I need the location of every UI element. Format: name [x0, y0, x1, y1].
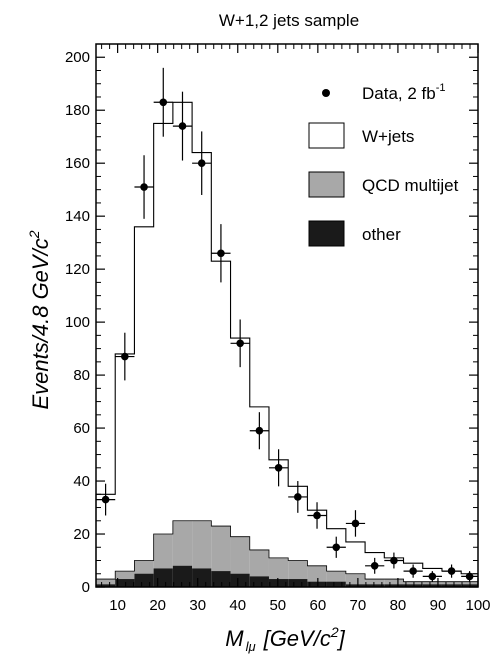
- y-tick-label: 100: [65, 314, 90, 331]
- bar-other: [345, 584, 366, 587]
- data-point: [159, 98, 168, 107]
- bar-other: [134, 573, 154, 587]
- bar-other: [153, 568, 173, 587]
- data-point: [428, 572, 437, 581]
- bar-other: [307, 581, 327, 587]
- bar-qcd: [345, 573, 366, 587]
- bar-qcd: [384, 579, 404, 587]
- x-axis-title-sub: lμ: [246, 639, 256, 654]
- data-point: [140, 183, 148, 191]
- x-tick-label: 50: [269, 597, 286, 614]
- bar-other: [96, 584, 116, 587]
- legend-swatch-other: [308, 220, 345, 247]
- bar-other: [326, 581, 346, 587]
- data-point: [178, 122, 187, 130]
- x-tick-label: 60: [309, 597, 326, 614]
- bar-other: [441, 584, 462, 587]
- y-tick-label: 40: [73, 473, 90, 490]
- qcd-outline: [95, 520, 479, 587]
- y-tick-label: 60: [73, 420, 90, 437]
- legend-label-data-main: Data, 2 fb: [362, 84, 436, 103]
- plot-frame: [95, 43, 479, 588]
- y-tick-label: 140: [65, 208, 90, 225]
- bar-other: [384, 584, 404, 587]
- x-tick-label: 30: [189, 597, 206, 614]
- y-tick-label: 120: [65, 261, 90, 278]
- x-axis: 10 20 30 40 50 60 70 80 90 100: [101, 44, 491, 614]
- y-tick-label: 20: [73, 526, 90, 543]
- data-point: [390, 556, 398, 565]
- bar-other: [211, 571, 231, 587]
- bar-qcd: [96, 579, 116, 587]
- legend: Data, 2 fb-1 W+jets QCD multijet other: [308, 82, 459, 247]
- bar-other: [365, 584, 385, 587]
- data-point: [465, 572, 474, 581]
- chart-title: W+1,2 jets sample: [219, 11, 359, 30]
- y-axis-title: Events/4.8 GeV/c2: [26, 230, 53, 409]
- x-axis-title-close: ]: [337, 626, 346, 651]
- bar-other: [422, 584, 442, 587]
- y-tick-label: 160: [65, 155, 90, 172]
- y-tick-label: 180: [65, 102, 90, 119]
- x-tick-label: 70: [350, 597, 367, 614]
- x-tick-label: 80: [390, 597, 407, 614]
- x-axis-title-unit: [GeV/c: [263, 626, 331, 651]
- wjets-step-line: [95, 101, 479, 587]
- y-tick-label: 80: [73, 367, 90, 384]
- data-point: [447, 567, 456, 575]
- legend-swatch-qcd: [308, 171, 345, 198]
- bar-other: [230, 573, 250, 587]
- bar-other: [192, 568, 212, 587]
- data-point: [236, 339, 244, 348]
- bar-other: [249, 576, 269, 587]
- x-tick-label: 100: [465, 597, 490, 614]
- data-point: [332, 543, 341, 552]
- data-point: [121, 352, 129, 361]
- data-point: [217, 249, 225, 258]
- bar-other: [115, 579, 135, 587]
- bar-other: [288, 579, 308, 587]
- data-point: [255, 426, 264, 435]
- bar-other: [403, 584, 423, 587]
- bar-qcd: [365, 579, 385, 587]
- legend-marker-data: [322, 89, 330, 97]
- legend-label-other: other: [362, 225, 401, 244]
- y-axis-title-sup: 2: [26, 230, 42, 239]
- x-axis-title-sup: 2: [330, 624, 339, 640]
- legend-swatch-wjets: [308, 122, 345, 149]
- data-point: [351, 519, 360, 528]
- x-tick-label: 90: [430, 597, 447, 614]
- y-tick-label: 200: [65, 49, 90, 66]
- data-point: [294, 493, 302, 501]
- data-point: [409, 567, 417, 575]
- x-tick-label: 40: [229, 597, 246, 614]
- legend-label-qcd: QCD multijet: [362, 176, 459, 195]
- data-point: [370, 562, 379, 570]
- y-axis-title-main: Events/4.8 GeV/c: [28, 238, 53, 409]
- y-tick-label: 0: [82, 579, 90, 596]
- plot-area: [95, 67, 479, 587]
- y-axis: 0 20 40 60 80 100 120 140 160 180 200: [65, 49, 478, 596]
- legend-label-data: Data, 2 fb-1: [362, 82, 446, 103]
- legend-label-wjets: W+jets: [362, 127, 414, 146]
- data-point: [197, 159, 206, 167]
- x-axis-title-main: M: [225, 626, 244, 651]
- data-point: [101, 495, 110, 504]
- data-point: [274, 464, 283, 472]
- data-point: [313, 511, 321, 520]
- x-tick-label: 20: [149, 597, 166, 614]
- bar-other: [172, 565, 193, 587]
- x-tick-label: 10: [109, 597, 126, 614]
- legend-label-data-sup: -1: [436, 82, 446, 94]
- bar-other: [268, 579, 289, 587]
